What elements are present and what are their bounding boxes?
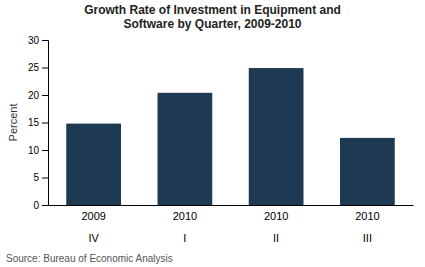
y-tick-mark <box>42 95 48 96</box>
y-tick: 5 <box>33 172 48 183</box>
title-line: Growth Rate of Investment in Equipment a… <box>84 3 341 17</box>
x-tick-label: 2010 II <box>264 210 288 244</box>
chart: 0 5 10 15 20 25 30 2009 IV 2010 I 2010 II 2010 III Perc… <box>0 0 425 267</box>
bar <box>340 138 395 205</box>
x-tick-label: 2009 IV <box>81 210 105 244</box>
y-tick: 15 <box>28 117 48 128</box>
source: Source: Bureau of Economic Analysis <box>6 253 173 264</box>
y-tick-label: 20 <box>28 90 40 101</box>
y-tick-label: 0 <box>33 200 39 211</box>
y-tick: 30 <box>28 35 48 46</box>
bar <box>66 124 121 205</box>
bar <box>249 68 304 205</box>
x-tick-label-line: I <box>183 232 186 244</box>
y-tick-mark <box>42 123 48 124</box>
y-tick-label: 10 <box>28 145 40 156</box>
y-tick-label: 15 <box>28 117 40 128</box>
y-tick-mark <box>42 68 48 69</box>
y-tick-label: 5 <box>33 172 39 183</box>
y-tick-label: 25 <box>28 62 40 73</box>
y-tick: 0 <box>33 200 48 211</box>
bars <box>66 68 395 205</box>
y-tick: 10 <box>28 145 48 156</box>
x-tick-label-line: 2010 <box>264 210 288 222</box>
bar <box>158 93 213 205</box>
x-tick-label: 2010 I <box>173 210 197 244</box>
y-tick: 20 <box>28 90 48 101</box>
x-tick-label-line: 2009 <box>81 210 105 222</box>
x-tick: 2009 IV <box>81 210 105 244</box>
y-tick-mark <box>42 178 48 179</box>
x-axis: 2009 IV 2010 I 2010 II 2010 III <box>49 206 414 244</box>
x-tick-label-line: IV <box>88 232 99 244</box>
x-tick-label-line: 2010 <box>355 210 379 222</box>
y-tick-mark <box>42 205 48 206</box>
x-tick: 2010 II <box>264 210 288 244</box>
y-tick-label: 30 <box>28 35 40 46</box>
y-axis-line <box>42 41 49 206</box>
y-tick: 25 <box>28 62 48 73</box>
x-tick: 2010 III <box>355 210 379 244</box>
x-tick-label-line: II <box>273 232 279 244</box>
x-tick: 2010 I <box>173 210 197 244</box>
y-axis: 0 5 10 15 20 25 30 <box>28 35 49 211</box>
plot: 0 5 10 15 20 25 30 2009 IV 2010 I 2010 II 2010 III <box>28 35 414 244</box>
title: Growth Rate of Investment in Equipment a… <box>84 3 341 31</box>
y-axis-title: Percent <box>7 104 19 142</box>
y-tick-mark <box>42 40 48 41</box>
x-axis-line <box>49 205 414 206</box>
y-tick-mark <box>42 150 48 151</box>
title-line: Software by Quarter, 2009-2010 <box>123 17 301 31</box>
x-tick-label-line: III <box>363 232 372 244</box>
x-tick-label: 2010 III <box>355 210 379 244</box>
x-tick-label-line: 2010 <box>173 210 197 222</box>
